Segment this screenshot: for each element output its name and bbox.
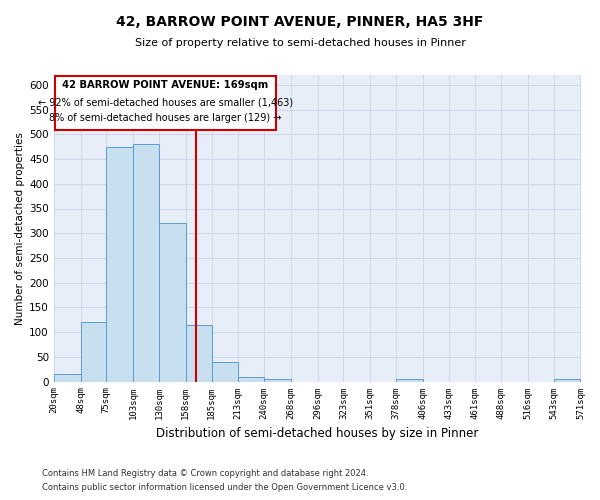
Text: 8% of semi-detached houses are larger (129) →: 8% of semi-detached houses are larger (1… [49,113,281,123]
X-axis label: Distribution of semi-detached houses by size in Pinner: Distribution of semi-detached houses by … [156,427,478,440]
Bar [396,379,423,382]
Bar [80,322,106,382]
Bar [133,144,159,382]
Bar [185,324,212,382]
Bar [264,379,291,382]
Text: Contains public sector information licensed under the Open Government Licence v3: Contains public sector information licen… [42,484,407,492]
Bar [54,374,80,382]
Bar [106,146,133,382]
Bar [238,376,264,382]
Bar [159,224,185,382]
Y-axis label: Number of semi-detached properties: Number of semi-detached properties [15,132,25,324]
Text: ← 92% of semi-detached houses are smaller (1,463): ← 92% of semi-detached houses are smalle… [38,98,293,108]
FancyBboxPatch shape [55,76,275,130]
Bar [212,362,238,382]
Text: Size of property relative to semi-detached houses in Pinner: Size of property relative to semi-detach… [134,38,466,48]
Text: 42, BARROW POINT AVENUE, PINNER, HA5 3HF: 42, BARROW POINT AVENUE, PINNER, HA5 3HF [116,15,484,29]
Text: Contains HM Land Registry data © Crown copyright and database right 2024.: Contains HM Land Registry data © Crown c… [42,468,368,477]
Text: 42 BARROW POINT AVENUE: 169sqm: 42 BARROW POINT AVENUE: 169sqm [62,80,268,90]
Bar [554,379,580,382]
